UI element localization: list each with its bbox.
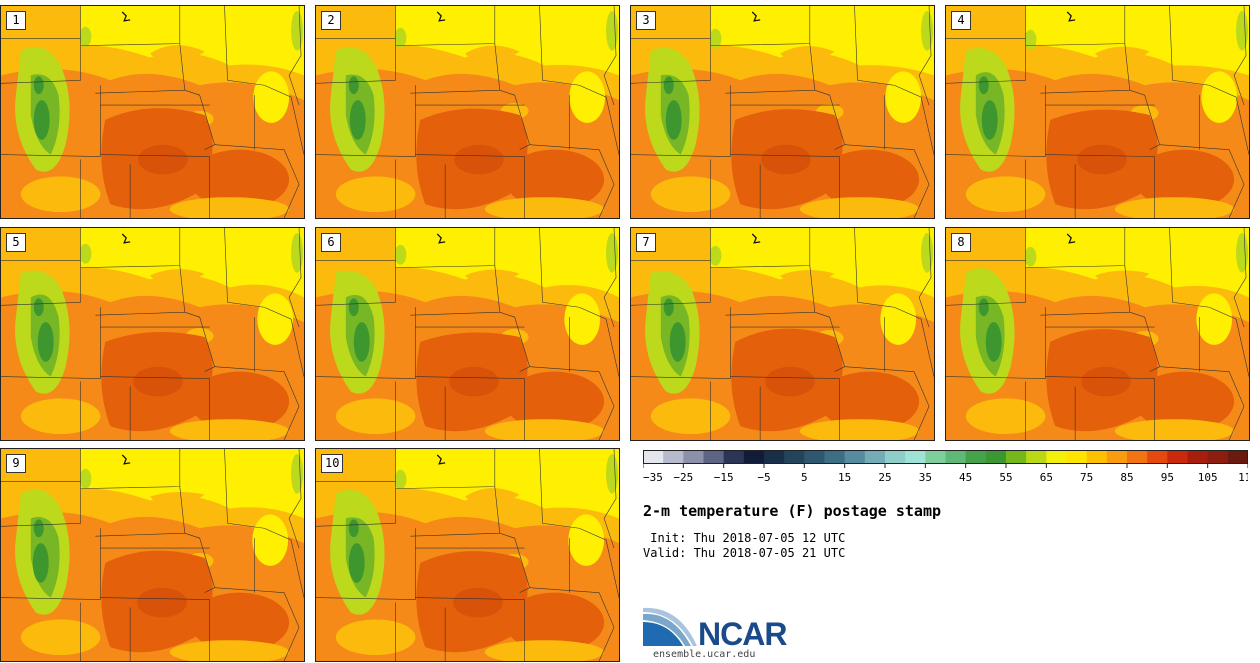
ensemble-member-map: 6: [315, 227, 620, 441]
ensemble-member-map: 7: [630, 227, 935, 441]
colorbar-bin: [945, 450, 967, 464]
valid-time: Valid: Thu 2018-07-05 21 UTC: [643, 546, 846, 560]
colorbar-bin: [1026, 450, 1047, 464]
colorbar-bin: [1006, 450, 1027, 464]
member-number-label: 2: [321, 11, 341, 30]
colorbar-bin: [965, 450, 987, 464]
colorbar-bin: [1187, 450, 1209, 464]
member-number-label: 6: [321, 233, 341, 252]
temperature-map: [316, 449, 619, 661]
colorbar-tick-label: −25: [673, 471, 693, 484]
logo-url: ensemble.ucar.edu: [653, 649, 756, 660]
colorbar-bin: [1066, 450, 1088, 464]
ensemble-member-map: 9: [0, 448, 305, 662]
temperature-map: [1, 449, 304, 661]
colorbar-bin: [1127, 450, 1148, 464]
colorbar-bin: [804, 450, 825, 464]
colorbar-tick-label: 35: [919, 471, 932, 484]
colorbar-bin: [1207, 450, 1229, 464]
colorbar-tick-label: 85: [1120, 471, 1133, 484]
ensemble-member-map: 8: [945, 227, 1250, 441]
colorbar-tick-label: −5: [757, 471, 770, 484]
member-number-label: 5: [6, 233, 26, 252]
colorbar-bin: [985, 450, 1007, 464]
member-number-label: 8: [951, 233, 971, 252]
colorbar-bin: [844, 450, 866, 464]
member-number-label: 1: [6, 11, 26, 30]
ensemble-member-map: 4: [945, 5, 1250, 219]
colorbar-tick-label: 55: [999, 471, 1012, 484]
ensemble-member-map: 1: [0, 5, 305, 219]
colorbar-tick-label: 115: [1238, 471, 1248, 484]
colorbar-tick-label: −35: [643, 471, 663, 484]
member-number-label: 10: [321, 454, 344, 473]
colorbar-bin: [925, 450, 946, 464]
colorbar-bin: [1227, 450, 1248, 464]
ncar-logo-icon: [643, 607, 697, 646]
colorbar-tick-label: 75: [1080, 471, 1093, 484]
colorbar-bin: [1086, 450, 1108, 464]
ensemble-member-map: 10: [315, 448, 620, 662]
temperature-map: [946, 6, 1249, 218]
ensemble-member-map: 2: [315, 5, 620, 219]
colorbar-tick-label: 65: [1040, 471, 1053, 484]
ensemble-member-map: 3: [630, 5, 935, 219]
temperature-map: [316, 6, 619, 218]
colorbar-bin: [643, 450, 664, 464]
temperature-map: [946, 228, 1249, 440]
colorbar-tick-label: 95: [1161, 471, 1174, 484]
colorbar-tick-label: 25: [878, 471, 891, 484]
temperature-colorbar: −35 −25 −15 −5 5 15 25 35 45 55 65 75 85 95 105 115: [643, 450, 1248, 484]
colorbar-bin: [764, 450, 785, 464]
colorbar-bin: [1046, 450, 1067, 464]
colorbar-bin: [723, 450, 745, 464]
colorbar-tick-label: 45: [959, 471, 972, 484]
colorbar-bin: [784, 450, 805, 464]
colorbar-tick-label: 15: [838, 471, 851, 484]
colorbar-tick-label: 5: [801, 471, 808, 484]
member-number-label: 3: [636, 11, 656, 30]
colorbar-tick-label: 105: [1198, 471, 1218, 484]
init-time: Init: Thu 2018-07-05 12 UTC: [643, 531, 846, 545]
colorbar-frame: [643, 450, 1248, 464]
colorbar-bin: [824, 450, 846, 464]
temperature-map: [631, 228, 934, 440]
colorbar-bin: [1147, 450, 1168, 464]
member-number-label: 7: [636, 233, 656, 252]
ncar-logo-text: NCAR: [698, 616, 787, 652]
colorbar-bin: [1106, 450, 1128, 464]
member-number-label: 9: [6, 454, 26, 473]
ensemble-member-map: 5: [0, 227, 305, 441]
colorbar-tick-label: −15: [714, 471, 734, 484]
colorbar-bin: [885, 450, 906, 464]
colorbar-bin: [864, 450, 886, 464]
temperature-map: [1, 228, 304, 440]
product-title: 2-m temperature (F) postage stamp: [643, 502, 942, 520]
colorbar-bin: [663, 450, 684, 464]
colorbar-bin: [905, 450, 926, 464]
colorbar-bin: [1167, 450, 1188, 464]
temperature-map: [316, 228, 619, 440]
colorbar-bin: [743, 450, 765, 464]
temperature-map: [1, 6, 304, 218]
colorbar-bin: [683, 450, 704, 464]
temperature-map: [631, 6, 934, 218]
colorbar-bin: [703, 450, 725, 464]
member-number-label: 4: [951, 11, 971, 30]
